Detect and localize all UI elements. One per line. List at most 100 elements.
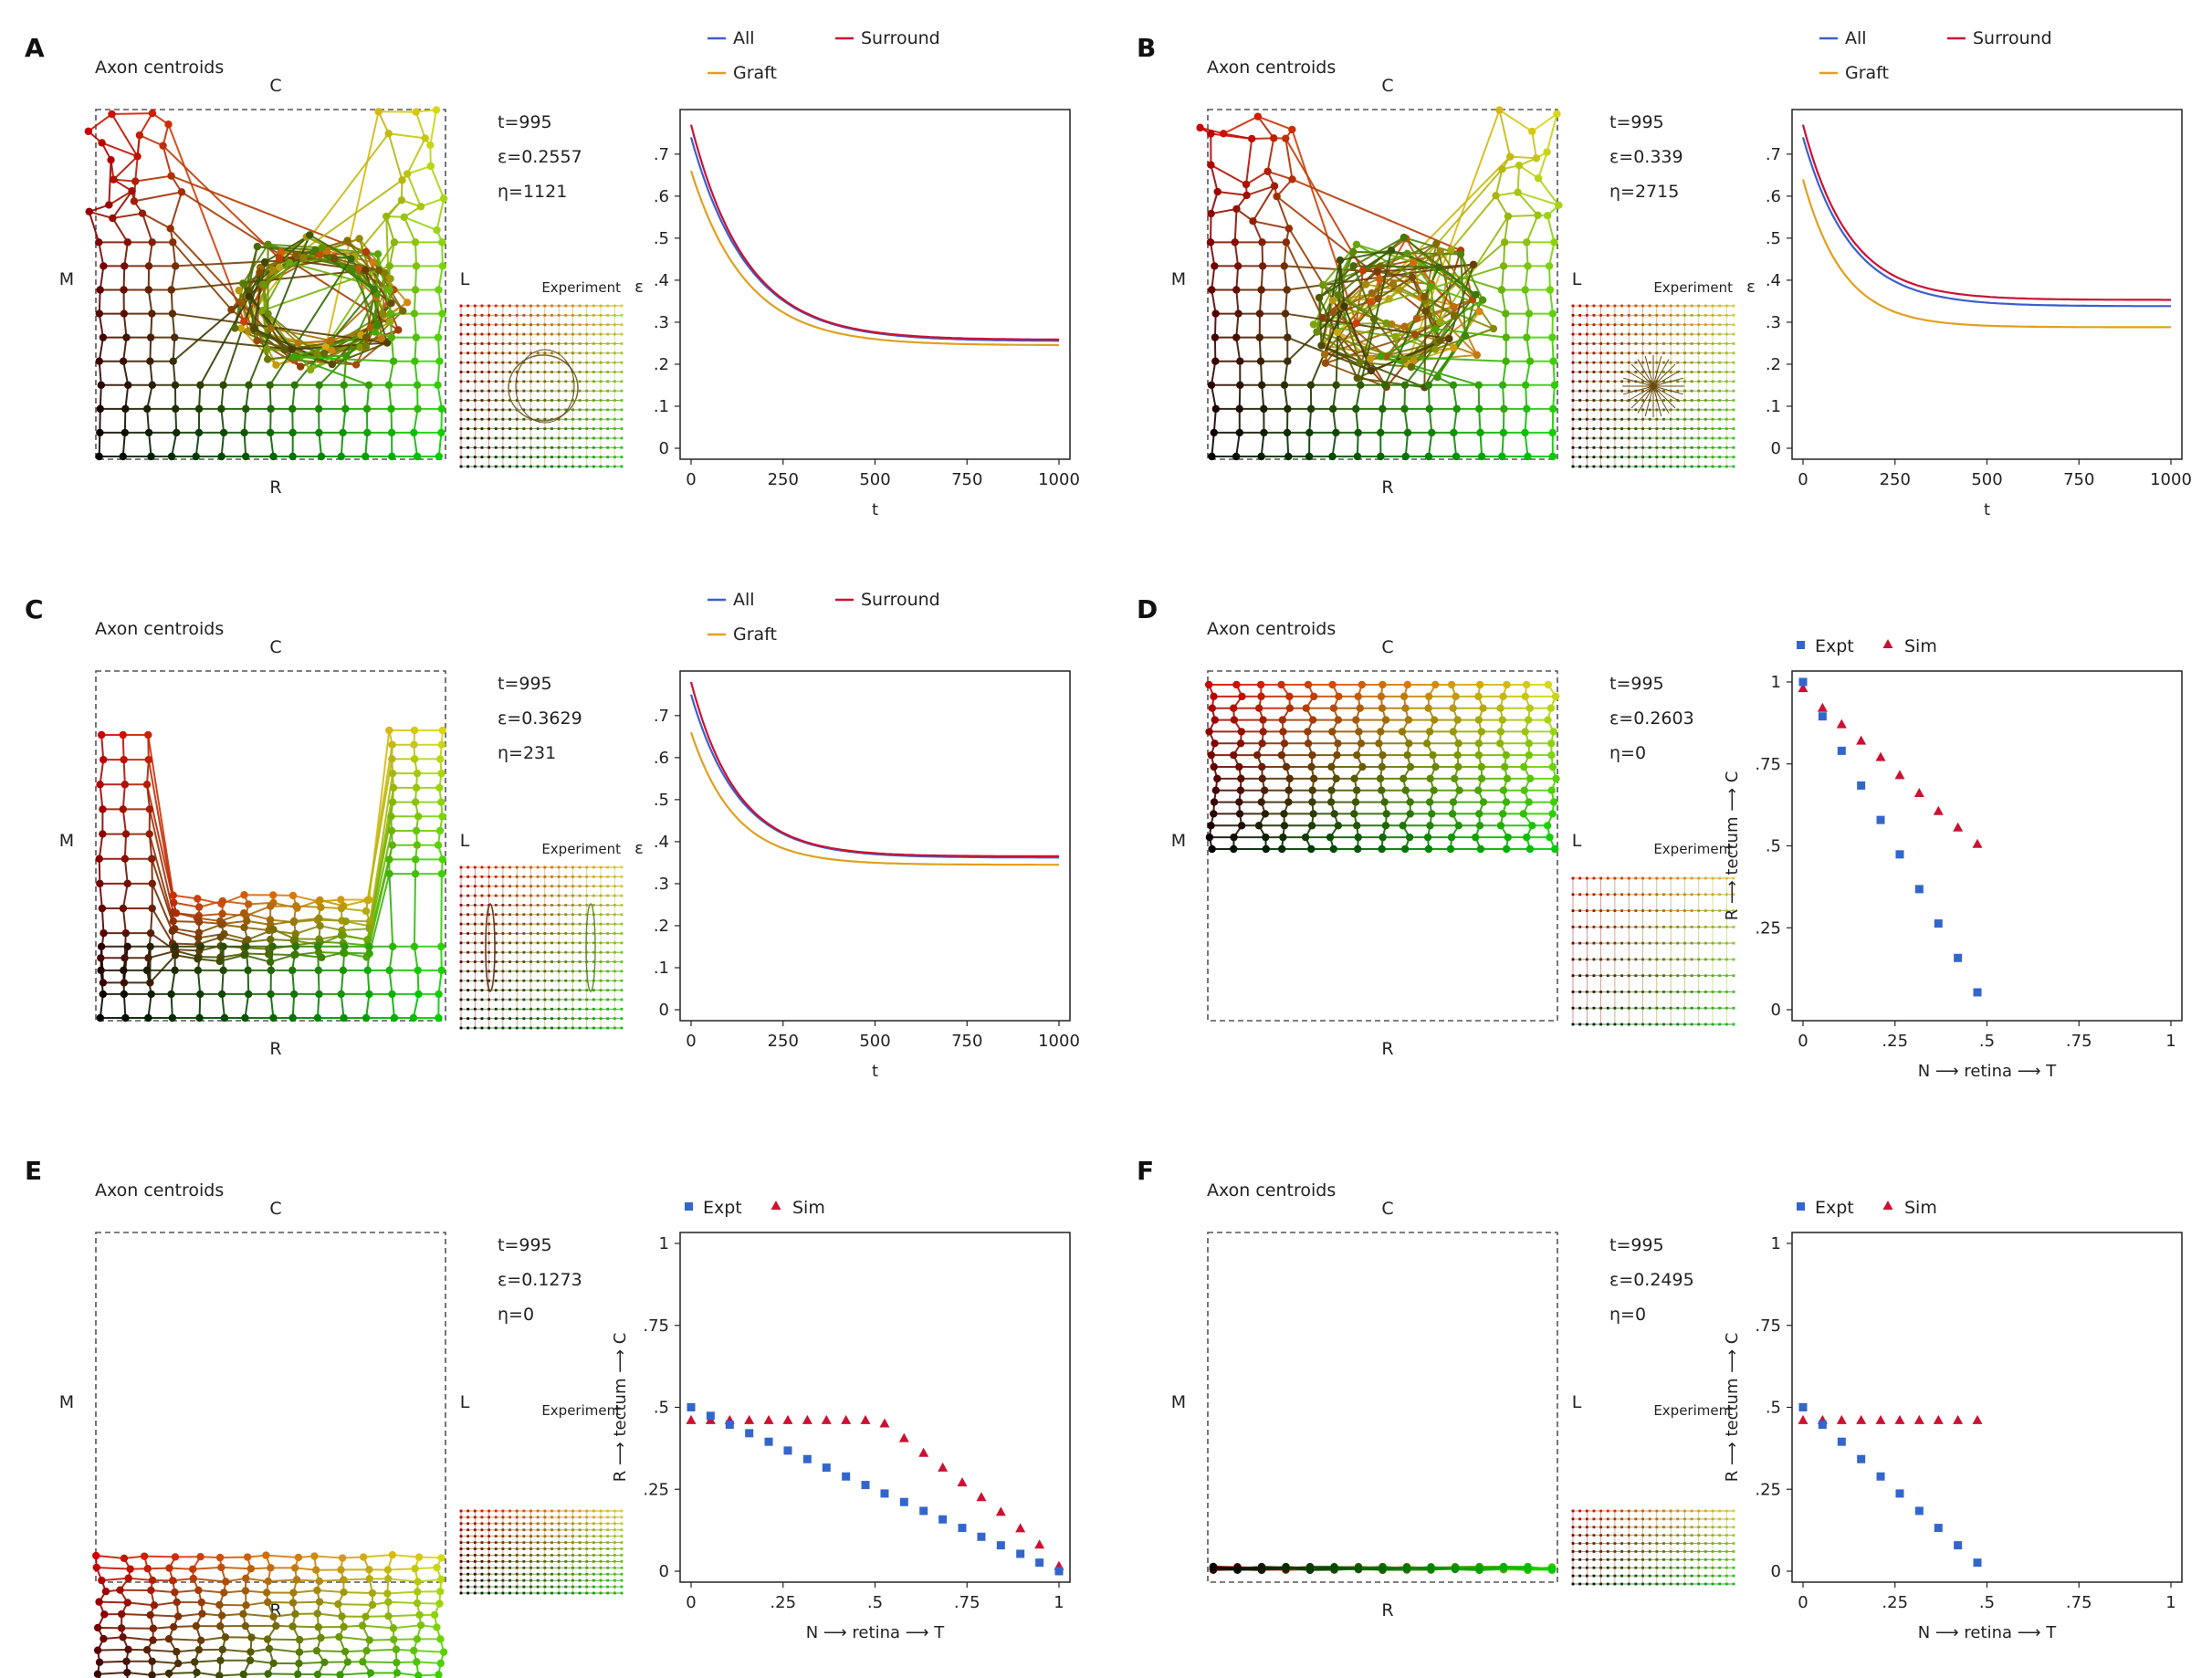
stat-text: t=995 (498, 1235, 552, 1255)
axon-centroid (1380, 798, 1388, 805)
axon-centroid (1303, 705, 1310, 712)
experiment-point (550, 913, 553, 916)
experiment-point (1634, 909, 1637, 912)
axon-centroid (165, 1564, 173, 1571)
y-tick-label: .1 (654, 397, 669, 416)
experiment-point (564, 1027, 567, 1030)
experiment-point (495, 895, 498, 897)
axon-centroid (1236, 358, 1243, 365)
chart-frame (1792, 671, 2182, 1021)
axon-centroid (1546, 286, 1554, 293)
sim-point (1914, 788, 1924, 797)
experiment-point (1649, 958, 1651, 960)
experiment-point (1662, 314, 1665, 317)
experiment-point (1676, 362, 1679, 364)
experiment-point (537, 960, 540, 963)
experiment-point (1733, 942, 1735, 945)
experiment-point (1593, 877, 1596, 880)
experiment-point (1704, 390, 1707, 393)
experiment-point (1607, 380, 1609, 383)
experiment-point (621, 932, 624, 935)
direction-label-rostral: R (269, 477, 281, 498)
axon-centroid (1475, 405, 1483, 413)
experiment-point (621, 418, 624, 421)
axon-centroid (1449, 705, 1456, 712)
experiment-point (550, 960, 553, 963)
axon-centroid (435, 842, 442, 849)
experiment-point (1733, 399, 1735, 402)
axon-centroid (100, 262, 107, 269)
axon-centroid (195, 903, 203, 910)
experiment-point (621, 371, 624, 373)
axon-centroid (1399, 728, 1406, 735)
axon-centroid (195, 1014, 203, 1022)
expt-point (1799, 678, 1808, 687)
axon-centroid (193, 453, 200, 460)
axon-centroid (338, 991, 345, 998)
experiment-point (621, 941, 624, 944)
axon-centroid (1425, 453, 1432, 460)
axon-centroid (1525, 751, 1533, 759)
experiment-point (1718, 466, 1721, 468)
axon-centroid (1353, 822, 1360, 829)
axon-centroid (437, 798, 445, 805)
experiment-point (467, 399, 469, 402)
axon-centroid (1367, 355, 1374, 362)
experiment-point (522, 371, 525, 373)
axon-centroid (1305, 453, 1313, 460)
experiment-point (579, 399, 582, 402)
axon-link (339, 1637, 369, 1641)
experiment-point (495, 418, 498, 421)
y-tick-label: .5 (1766, 837, 1781, 856)
experiment-point (1607, 991, 1609, 993)
axon-centroid (1335, 716, 1342, 723)
experiment-point (467, 1008, 469, 1011)
experiment-point (1704, 380, 1707, 383)
axon-centroid (1283, 763, 1290, 771)
axon-centroid (194, 895, 201, 902)
experiment-point (592, 333, 595, 336)
axon-centroid (1514, 188, 1521, 195)
axon-centroid (148, 855, 155, 863)
axon-link (121, 1614, 150, 1615)
axon-centroid (1521, 429, 1528, 436)
axon-centroid (99, 805, 106, 813)
axon-centroid (242, 405, 249, 413)
axon-centroid (144, 1014, 152, 1022)
axon-centroid (96, 429, 103, 436)
series-line-all (1803, 137, 2171, 306)
experiment-point (467, 437, 469, 440)
axon-centroid (121, 1014, 129, 1022)
axon-centroid (85, 128, 92, 135)
axon-centroid (292, 943, 299, 950)
experiment-point (1634, 371, 1637, 373)
axon-centroid (385, 855, 393, 863)
experiment-point (1620, 418, 1623, 421)
experiment-point (1634, 942, 1637, 945)
y-tick-label: 1 (1771, 673, 1781, 692)
experiment-point (1733, 926, 1735, 928)
axon-centroid (98, 731, 105, 739)
axon-centroid (151, 1601, 158, 1609)
experiment-point (508, 960, 511, 963)
axon-centroid (365, 382, 372, 389)
experiment-point (508, 351, 511, 354)
experiment-point (508, 941, 511, 944)
axon-centroid (433, 1564, 440, 1571)
experiment-point (481, 876, 484, 878)
experiment-point (606, 885, 609, 887)
experiment-point (592, 408, 595, 411)
axon-centroid (411, 727, 418, 734)
axon-centroid (256, 268, 263, 276)
axon-centroid (1329, 308, 1337, 315)
axon-link (437, 198, 445, 230)
axon-centroid (131, 197, 138, 205)
experiment-point (522, 427, 525, 430)
experiment-point (522, 1008, 525, 1011)
experiment-point (592, 437, 595, 440)
x-tick-label: .75 (2066, 1032, 2092, 1051)
axon-centroid (414, 967, 421, 974)
experiment-point (481, 380, 484, 383)
axon-centroid (1426, 798, 1433, 805)
axon-centroid (1452, 693, 1459, 700)
